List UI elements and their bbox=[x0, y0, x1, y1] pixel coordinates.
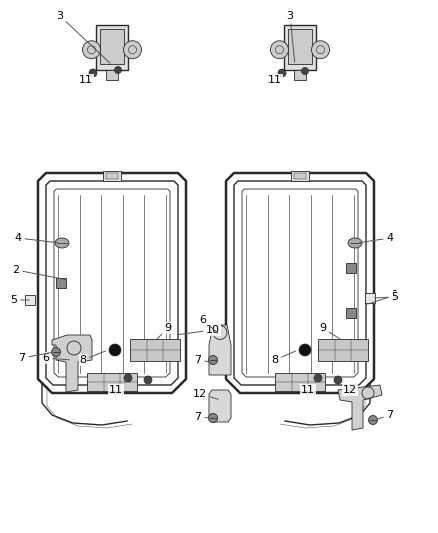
Circle shape bbox=[124, 374, 132, 382]
Polygon shape bbox=[25, 295, 35, 305]
Polygon shape bbox=[87, 373, 137, 391]
Text: 5: 5 bbox=[11, 295, 29, 305]
Text: 9: 9 bbox=[319, 323, 341, 340]
Polygon shape bbox=[346, 263, 356, 273]
Text: 1: 1 bbox=[367, 290, 399, 304]
Circle shape bbox=[368, 416, 378, 424]
Circle shape bbox=[208, 356, 218, 365]
Text: 11: 11 bbox=[79, 73, 95, 85]
Circle shape bbox=[334, 376, 342, 384]
Text: 11: 11 bbox=[109, 380, 128, 395]
Text: 11: 11 bbox=[301, 380, 318, 395]
Polygon shape bbox=[275, 373, 325, 391]
Circle shape bbox=[144, 376, 152, 384]
Circle shape bbox=[89, 69, 97, 77]
Polygon shape bbox=[365, 293, 375, 303]
Text: 8: 8 bbox=[79, 351, 106, 365]
Polygon shape bbox=[52, 335, 92, 392]
Circle shape bbox=[311, 41, 329, 59]
Circle shape bbox=[82, 41, 100, 59]
Text: 6: 6 bbox=[42, 353, 69, 363]
Text: 4: 4 bbox=[360, 233, 394, 243]
Text: 8: 8 bbox=[272, 351, 296, 365]
Polygon shape bbox=[318, 339, 368, 361]
Polygon shape bbox=[106, 70, 118, 80]
Polygon shape bbox=[103, 171, 121, 181]
Polygon shape bbox=[284, 25, 316, 70]
Text: 5: 5 bbox=[375, 292, 399, 302]
Circle shape bbox=[124, 41, 141, 59]
Text: 7: 7 bbox=[18, 352, 51, 363]
Polygon shape bbox=[346, 308, 356, 318]
Ellipse shape bbox=[348, 238, 362, 248]
Polygon shape bbox=[106, 173, 118, 179]
Text: 6: 6 bbox=[199, 315, 218, 333]
Polygon shape bbox=[100, 29, 124, 64]
Text: 3: 3 bbox=[286, 11, 295, 62]
Text: 2: 2 bbox=[12, 265, 65, 279]
Text: 12: 12 bbox=[193, 389, 218, 399]
Polygon shape bbox=[338, 385, 382, 430]
Circle shape bbox=[278, 69, 286, 77]
Text: 11: 11 bbox=[268, 73, 286, 85]
Polygon shape bbox=[294, 173, 306, 179]
Circle shape bbox=[208, 414, 218, 423]
Text: 10: 10 bbox=[178, 325, 220, 335]
Text: 7: 7 bbox=[194, 355, 208, 365]
Polygon shape bbox=[130, 339, 180, 361]
Circle shape bbox=[109, 344, 121, 356]
Polygon shape bbox=[294, 70, 306, 80]
Circle shape bbox=[52, 348, 60, 357]
Text: 12: 12 bbox=[343, 385, 357, 395]
Polygon shape bbox=[288, 29, 312, 64]
Circle shape bbox=[299, 344, 311, 356]
Circle shape bbox=[314, 374, 322, 382]
Polygon shape bbox=[56, 278, 66, 288]
Circle shape bbox=[271, 41, 289, 59]
Polygon shape bbox=[209, 325, 231, 375]
Text: 7: 7 bbox=[194, 412, 208, 422]
Ellipse shape bbox=[55, 238, 69, 248]
Circle shape bbox=[114, 67, 121, 74]
Polygon shape bbox=[291, 171, 309, 181]
Text: 9: 9 bbox=[157, 323, 172, 339]
Circle shape bbox=[301, 68, 308, 75]
Polygon shape bbox=[209, 390, 231, 422]
Polygon shape bbox=[96, 25, 128, 70]
Text: 7: 7 bbox=[378, 410, 394, 420]
Text: 3: 3 bbox=[57, 11, 110, 63]
Text: 4: 4 bbox=[14, 233, 57, 243]
